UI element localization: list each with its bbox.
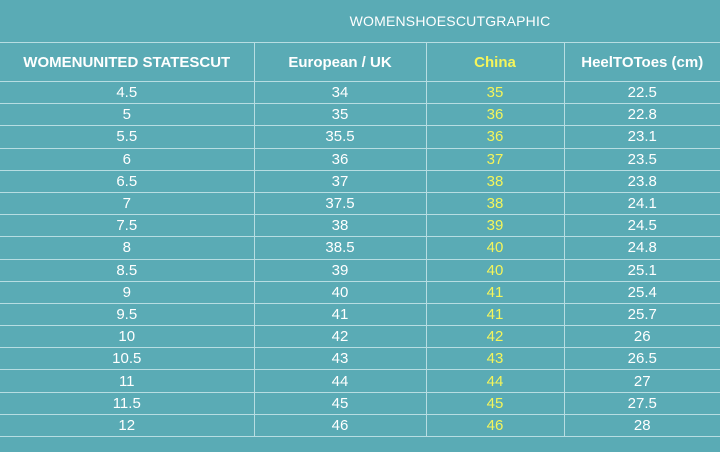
- cell-heel-to-toe: 25.4: [563, 280, 720, 304]
- cell-us-size: 11: [0, 369, 255, 393]
- cell-heel-to-toe: 25.7: [563, 302, 720, 327]
- cell-china-size: 36: [425, 103, 565, 127]
- cell-heel-to-toe: 27.5: [563, 391, 720, 415]
- cell-eu-uk-size: 37.5: [253, 191, 427, 216]
- table-row: 8 38.5 40 24.8: [0, 236, 720, 260]
- table-row: 6.5 37 38 23.8: [0, 169, 720, 193]
- cell-china-size: 44: [425, 369, 565, 393]
- cell-us-size: 7.5: [0, 214, 255, 238]
- table-row: 11 44 44 27: [0, 369, 720, 393]
- cell-eu-uk-size: 35.5: [253, 125, 427, 149]
- cell-china-size: 41: [425, 302, 565, 327]
- cell-china-size: 40: [425, 236, 565, 260]
- table-row: 12 46 46 28: [0, 413, 720, 438]
- table-row: 10.5 43 43 26.5: [0, 347, 720, 371]
- cell-eu-uk-size: 36: [253, 147, 427, 171]
- cell-heel-to-toe: 23.1: [563, 125, 720, 149]
- table-row: 10 42 42 26: [0, 325, 720, 349]
- header-eu-uk-size: European / UK: [253, 42, 427, 82]
- cell-us-size: 12: [0, 413, 255, 438]
- cell-china-size: 46: [425, 413, 565, 438]
- cell-heel-to-toe: 23.8: [563, 169, 720, 193]
- cell-china-size: 43: [425, 347, 565, 371]
- cell-eu-uk-size: 38.5: [253, 236, 427, 260]
- cell-eu-uk-size: 34: [253, 80, 427, 105]
- cell-china-size: 38: [425, 191, 565, 216]
- header-us-size: WOMENUNITED STATESCUT: [0, 42, 255, 82]
- table-row: 5 35 36 22.8: [0, 103, 720, 127]
- table-row: 7.5 38 39 24.5: [0, 214, 720, 238]
- cell-heel-to-toe: 22.5: [563, 80, 720, 105]
- cell-us-size: 9.5: [0, 302, 255, 327]
- cell-eu-uk-size: 39: [253, 258, 427, 282]
- cell-eu-uk-size: 45: [253, 391, 427, 415]
- cell-china-size: 45: [425, 391, 565, 415]
- header-china-size: China: [425, 42, 565, 82]
- cell-china-size: 36: [425, 125, 565, 149]
- table-row: 8.5 39 40 25.1: [0, 258, 720, 282]
- cell-us-size: 9: [0, 280, 255, 304]
- cell-china-size: 35: [425, 80, 565, 105]
- table-body: 4.5 34 35 22.5 5 35 36 22.8 5.5 35.5 36 23.1 6 36 37 23…: [0, 80, 720, 438]
- cell-us-size: 5: [0, 103, 255, 127]
- cell-eu-uk-size: 40: [253, 280, 427, 304]
- cell-heel-to-toe: 27: [563, 369, 720, 393]
- table-row: 7 37.5 38 24.1: [0, 191, 720, 216]
- cell-eu-uk-size: 43: [253, 347, 427, 371]
- cell-eu-uk-size: 42: [253, 325, 427, 349]
- cell-us-size: 10.5: [0, 347, 255, 371]
- cell-heel-to-toe: 24.8: [563, 236, 720, 260]
- cell-us-size: 6.5: [0, 169, 255, 193]
- cell-us-size: 8: [0, 236, 255, 260]
- cell-us-size: 8.5: [0, 258, 255, 282]
- table-row: 5.5 35.5 36 23.1: [0, 125, 720, 149]
- cell-heel-to-toe: 28: [563, 413, 720, 438]
- size-table: WOMENUNITED STATESCUT European / UK Chin…: [0, 42, 720, 438]
- cell-china-size: 42: [425, 325, 565, 349]
- header-row: WOMENUNITED STATESCUT European / UK Chin…: [0, 42, 720, 82]
- cell-heel-to-toe: 22.8: [563, 103, 720, 127]
- cell-heel-to-toe: 26.5: [563, 347, 720, 371]
- cell-us-size: 5.5: [0, 125, 255, 149]
- cell-china-size: 40: [425, 258, 565, 282]
- cell-heel-to-toe: 23.5: [563, 147, 720, 171]
- cell-heel-to-toe: 24.1: [563, 191, 720, 216]
- cell-eu-uk-size: 38: [253, 214, 427, 238]
- cell-us-size: 6: [0, 147, 255, 171]
- table-row: 11.5 45 45 27.5: [0, 391, 720, 415]
- cell-china-size: 39: [425, 214, 565, 238]
- cell-heel-to-toe: 25.1: [563, 258, 720, 282]
- table-row: 9 40 41 25.4: [0, 280, 720, 304]
- cell-eu-uk-size: 35: [253, 103, 427, 127]
- cell-china-size: 37: [425, 147, 565, 171]
- cell-us-size: 4.5: [0, 80, 255, 105]
- table-row: 6 36 37 23.5: [0, 147, 720, 171]
- cell-us-size: 7: [0, 191, 255, 216]
- cell-eu-uk-size: 41: [253, 302, 427, 327]
- cell-eu-uk-size: 37: [253, 169, 427, 193]
- cell-eu-uk-size: 46: [253, 413, 427, 438]
- cell-china-size: 38: [425, 169, 565, 193]
- cell-eu-uk-size: 44: [253, 369, 427, 393]
- chart-caption: WOMENSHOESCUTGRAPHIC: [349, 13, 551, 29]
- table-row: 4.5 34 35 22.5: [0, 80, 720, 105]
- table-row: 9.5 41 41 25.7: [0, 302, 720, 327]
- cell-heel-to-toe: 26: [563, 325, 720, 349]
- cell-us-size: 10: [0, 325, 255, 349]
- cell-china-size: 41: [425, 280, 565, 304]
- cell-heel-to-toe: 24.5: [563, 214, 720, 238]
- header-heel-to-toe: HeelTOToes (cm): [563, 42, 720, 82]
- cell-us-size: 11.5: [0, 391, 255, 415]
